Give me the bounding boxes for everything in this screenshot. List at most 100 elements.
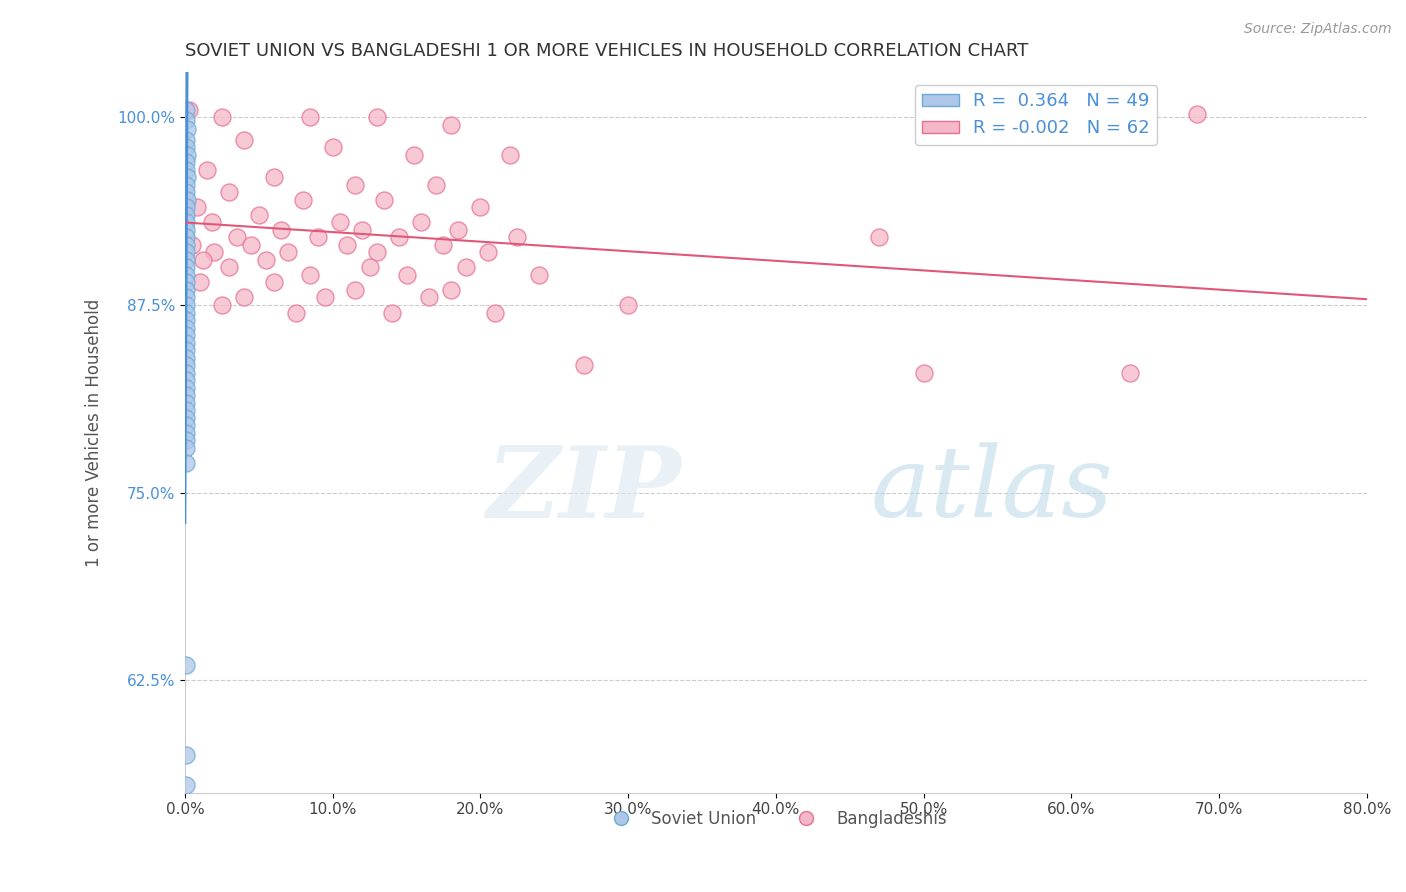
Point bbox=[174, 133, 197, 147]
Point bbox=[195, 163, 218, 178]
Point bbox=[529, 268, 551, 282]
Point bbox=[299, 268, 322, 282]
Point bbox=[254, 252, 277, 267]
Point bbox=[174, 748, 197, 763]
Point bbox=[411, 215, 433, 229]
Point bbox=[343, 283, 366, 297]
Point bbox=[233, 291, 256, 305]
Point bbox=[174, 208, 197, 222]
Point bbox=[174, 366, 197, 380]
Point bbox=[174, 223, 197, 237]
Point bbox=[277, 245, 299, 260]
Point bbox=[432, 238, 454, 252]
Point bbox=[174, 403, 197, 417]
Text: Source: ZipAtlas.com: Source: ZipAtlas.com bbox=[1244, 22, 1392, 37]
Point bbox=[174, 186, 197, 200]
Point bbox=[174, 245, 197, 260]
Point bbox=[174, 178, 197, 192]
Point bbox=[174, 658, 197, 673]
Point bbox=[174, 252, 197, 267]
Point bbox=[174, 351, 197, 365]
Point bbox=[572, 358, 595, 372]
Point bbox=[174, 380, 197, 394]
Point bbox=[176, 170, 198, 185]
Point bbox=[233, 133, 256, 147]
Text: ZIP: ZIP bbox=[486, 442, 682, 539]
Point bbox=[174, 373, 197, 387]
Point bbox=[240, 238, 263, 252]
Text: atlas: atlas bbox=[870, 442, 1114, 538]
Point bbox=[284, 305, 307, 319]
Point bbox=[440, 283, 463, 297]
Point bbox=[174, 456, 197, 470]
Point bbox=[329, 215, 352, 229]
Point bbox=[174, 201, 197, 215]
Point bbox=[174, 313, 197, 327]
Point bbox=[225, 230, 247, 244]
Point bbox=[174, 103, 197, 117]
Point bbox=[314, 291, 336, 305]
Point bbox=[174, 230, 197, 244]
Point bbox=[179, 103, 201, 117]
Point bbox=[470, 201, 492, 215]
Point bbox=[174, 410, 197, 425]
Point bbox=[174, 388, 197, 402]
Point bbox=[270, 223, 292, 237]
Point bbox=[174, 433, 197, 447]
Y-axis label: 1 or more Vehicles in Household: 1 or more Vehicles in Household bbox=[86, 299, 103, 566]
Point bbox=[868, 230, 890, 244]
Point bbox=[174, 320, 197, 334]
Point bbox=[191, 252, 214, 267]
Point bbox=[174, 425, 197, 440]
Point bbox=[176, 193, 198, 207]
Legend: Soviet Union, Bangladeshis: Soviet Union, Bangladeshis bbox=[598, 804, 953, 835]
Point bbox=[366, 111, 388, 125]
Point bbox=[174, 298, 197, 312]
Point bbox=[174, 238, 197, 252]
Point bbox=[186, 201, 208, 215]
Point bbox=[263, 170, 285, 185]
Point bbox=[484, 305, 506, 319]
Point bbox=[174, 343, 197, 357]
Point bbox=[359, 260, 381, 275]
Point bbox=[402, 148, 425, 162]
Point bbox=[174, 778, 197, 792]
Point bbox=[336, 238, 359, 252]
Point bbox=[218, 260, 240, 275]
Point bbox=[176, 148, 198, 162]
Point bbox=[174, 395, 197, 409]
Point bbox=[418, 291, 440, 305]
Point bbox=[174, 418, 197, 433]
Point bbox=[366, 245, 388, 260]
Point bbox=[176, 122, 198, 136]
Point bbox=[506, 230, 529, 244]
Point bbox=[218, 186, 240, 200]
Point bbox=[454, 260, 477, 275]
Point bbox=[211, 111, 233, 125]
Point bbox=[174, 335, 197, 350]
Point bbox=[477, 245, 499, 260]
Point bbox=[174, 155, 197, 169]
Point bbox=[204, 245, 226, 260]
Point bbox=[395, 268, 418, 282]
Point bbox=[200, 215, 222, 229]
Point bbox=[188, 276, 211, 290]
Point bbox=[292, 193, 315, 207]
Point bbox=[1119, 366, 1142, 380]
Text: SOVIET UNION VS BANGLADESHI 1 OR MORE VEHICLES IN HOUSEHOLD CORRELATION CHART: SOVIET UNION VS BANGLADESHI 1 OR MORE VE… bbox=[186, 42, 1028, 60]
Point bbox=[425, 178, 447, 192]
Point bbox=[322, 140, 344, 154]
Point bbox=[299, 111, 322, 125]
Point bbox=[174, 358, 197, 372]
Point bbox=[247, 208, 270, 222]
Point bbox=[499, 148, 522, 162]
Point bbox=[174, 163, 197, 178]
Point bbox=[174, 291, 197, 305]
Point bbox=[352, 223, 374, 237]
Point bbox=[440, 118, 463, 132]
Point bbox=[174, 260, 197, 275]
Point bbox=[174, 328, 197, 343]
Point bbox=[211, 298, 233, 312]
Point bbox=[176, 140, 198, 154]
Point bbox=[447, 223, 470, 237]
